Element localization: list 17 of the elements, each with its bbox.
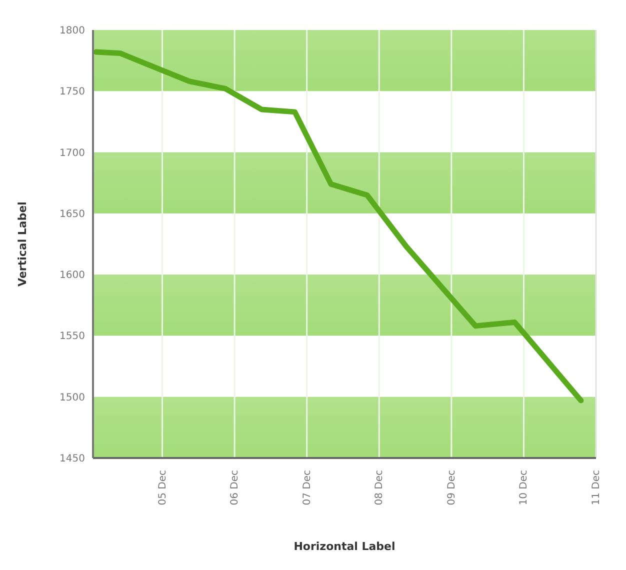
y-tick-label: 1800 [60, 26, 85, 36]
y-tick-label: 1650 [60, 208, 85, 220]
y-tick-label: 1450 [60, 454, 85, 464]
y-tick-label: 1500 [60, 392, 85, 404]
y-tick-label: 1750 [60, 86, 85, 98]
x-tick-label: 07 Dec [302, 470, 313, 506]
y-tick-label: 1600 [60, 270, 85, 282]
x-tick-label: 05 Dec [157, 470, 168, 506]
y-tick-label: 1550 [60, 331, 85, 342]
y-axis-title: Vertical Label [16, 202, 29, 286]
x-tick-label: 10 Dec [518, 470, 530, 506]
y-tick-label: 1700 [60, 148, 85, 159]
x-tick-label: 11 Dec [591, 470, 602, 506]
x-tick-label: 06 Dec [230, 470, 241, 506]
x-tick-label: 08 Dec [374, 470, 386, 506]
x-tick-label: 09 Dec [446, 470, 458, 506]
x-axis-title: Horizontal Label [294, 540, 396, 553]
